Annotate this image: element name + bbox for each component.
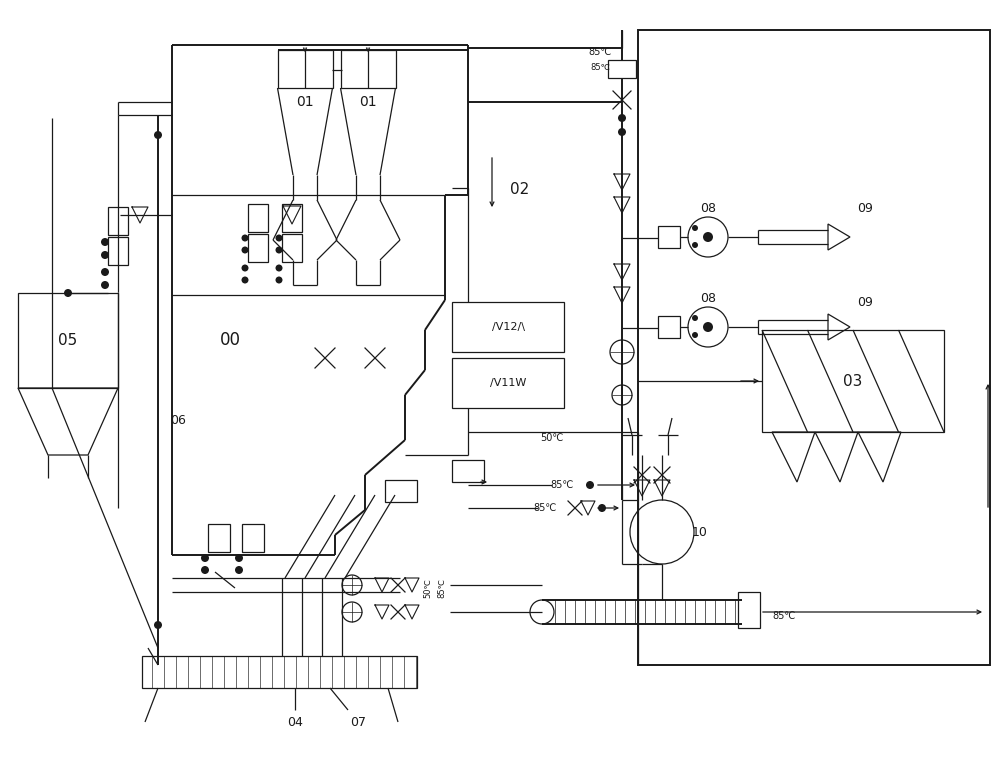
- Circle shape: [235, 566, 243, 574]
- Text: 09: 09: [857, 201, 873, 214]
- Text: 08: 08: [700, 292, 716, 305]
- Bar: [18, 293, 118, 388]
- Circle shape: [618, 128, 626, 136]
- Bar: [282, 204, 302, 232]
- Circle shape: [703, 322, 713, 332]
- Text: 85℃: 85℃: [589, 47, 612, 57]
- Circle shape: [64, 289, 72, 297]
- Circle shape: [242, 246, 249, 254]
- Bar: [762, 330, 944, 432]
- Text: 85℃: 85℃: [533, 503, 557, 513]
- Circle shape: [586, 481, 594, 489]
- Circle shape: [101, 268, 109, 276]
- Bar: [248, 204, 268, 232]
- Text: 03: 03: [843, 373, 863, 388]
- Bar: [142, 656, 417, 688]
- Circle shape: [235, 554, 243, 562]
- Circle shape: [276, 264, 283, 271]
- Bar: [385, 480, 417, 502]
- Text: /V12/\: /V12/\: [492, 322, 524, 332]
- Text: 85℃: 85℃: [590, 64, 610, 72]
- Text: 02: 02: [510, 182, 530, 198]
- Text: 00: 00: [219, 331, 240, 349]
- Bar: [248, 234, 268, 262]
- Bar: [282, 234, 302, 262]
- Text: 85℃: 85℃: [772, 611, 795, 621]
- Circle shape: [703, 232, 713, 242]
- Bar: [658, 316, 680, 338]
- Circle shape: [154, 131, 162, 139]
- Circle shape: [201, 566, 209, 574]
- Bar: [340, 50, 396, 88]
- Circle shape: [276, 235, 283, 242]
- Circle shape: [101, 281, 109, 289]
- Bar: [452, 460, 484, 482]
- Circle shape: [154, 621, 162, 629]
- Bar: [452, 302, 564, 352]
- Text: 50℃: 50℃: [424, 578, 432, 598]
- Bar: [608, 60, 636, 78]
- Circle shape: [242, 264, 249, 271]
- Bar: [278, 50, 332, 88]
- Circle shape: [276, 246, 283, 254]
- Bar: [108, 207, 128, 235]
- Text: 01: 01: [359, 95, 377, 109]
- Circle shape: [276, 277, 283, 283]
- Text: 08: 08: [700, 201, 716, 214]
- Text: 50℃: 50℃: [540, 433, 564, 443]
- Text: 07: 07: [350, 715, 366, 729]
- Circle shape: [242, 277, 249, 283]
- Bar: [208, 524, 230, 552]
- Circle shape: [242, 235, 249, 242]
- Circle shape: [692, 315, 698, 321]
- Text: 85℃: 85℃: [550, 480, 574, 490]
- Text: /V11W: /V11W: [490, 378, 526, 388]
- Text: 01: 01: [296, 95, 314, 109]
- Circle shape: [692, 225, 698, 231]
- Text: 85℃: 85℃: [438, 578, 446, 598]
- Circle shape: [692, 242, 698, 248]
- Text: 10: 10: [692, 525, 708, 539]
- Bar: [638, 30, 990, 665]
- Text: 06: 06: [170, 413, 186, 426]
- Text: 09: 09: [857, 296, 873, 309]
- Text: 04: 04: [287, 715, 303, 729]
- Circle shape: [201, 554, 209, 562]
- Circle shape: [101, 238, 109, 246]
- Bar: [738, 592, 760, 628]
- Circle shape: [101, 251, 109, 259]
- Bar: [452, 358, 564, 408]
- Bar: [242, 524, 264, 552]
- Bar: [658, 226, 680, 248]
- Circle shape: [618, 114, 626, 122]
- Bar: [108, 237, 128, 265]
- Text: 05: 05: [58, 334, 78, 349]
- Circle shape: [598, 504, 606, 512]
- Circle shape: [692, 332, 698, 338]
